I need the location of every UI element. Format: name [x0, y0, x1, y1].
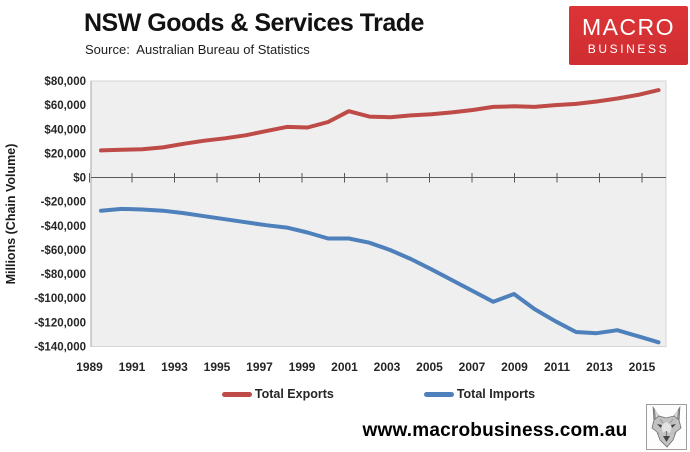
chart-source: Source: Australian Bureau of Statistics	[85, 41, 310, 57]
y-tick-label: -$100,000	[34, 293, 86, 305]
y-tick-label: -$120,000	[34, 317, 86, 329]
x-tick-label: 2007	[459, 360, 486, 374]
x-tick-label: 1989	[76, 360, 103, 374]
y-tick-label: $80,000	[44, 76, 86, 88]
x-tick-label: 1999	[289, 360, 316, 374]
legend-item-total-exports: Total Exports	[221, 387, 334, 401]
x-tick-label: 2003	[374, 360, 401, 374]
series-line-total-imports	[99, 206, 661, 345]
series-line-total-exports	[99, 88, 661, 153]
y-axis-title: Millions (Chain Volume)	[4, 144, 18, 285]
x-tick-label: 2011	[544, 360, 570, 374]
y-tick-label: $0	[73, 173, 86, 185]
y-tick-label: -$20,000	[41, 197, 86, 209]
x-tick-label: 2009	[501, 360, 528, 374]
y-tick-label: $40,000	[44, 124, 86, 136]
imports-line-swatch-icon	[423, 391, 454, 397]
legend-item-total-imports: Total Imports	[423, 387, 536, 401]
logo-text-business: BUSINESS	[587, 42, 670, 56]
chart-legend: Total Exports Total Imports	[91, 387, 666, 401]
legend-label: Total Imports	[456, 387, 536, 401]
x-tick-label: 1993	[161, 360, 188, 374]
x-tick-label: 2013	[586, 360, 613, 374]
logo-text-macro: MACRO	[581, 14, 676, 40]
y-tick-label: -$140,000	[34, 342, 86, 354]
y-tick-label: -$60,000	[41, 245, 86, 257]
exports-line-swatch-icon	[221, 391, 252, 397]
x-tick-label: 2001	[331, 360, 358, 374]
legend-label: Total Exports	[254, 387, 334, 401]
y-tick-label: $20,000	[44, 148, 86, 160]
wolf-icon	[651, 406, 682, 448]
x-tick-label: 1997	[246, 360, 273, 374]
x-tick-label: 1991	[119, 360, 146, 374]
macrobusiness-logo: MACRO BUSINESS	[569, 6, 688, 65]
x-tick-label: 2015	[629, 360, 656, 374]
chart-header: NSW Goods & Services Trade Source: Austr…	[84, 9, 424, 57]
chart-title: NSW Goods & Services Trade	[84, 9, 424, 37]
y-tick-label: -$80,000	[41, 269, 86, 281]
y-tick-label: -$40,000	[41, 221, 86, 233]
wolf-logo-box	[646, 404, 687, 450]
y-tick-label: $60,000	[44, 100, 86, 112]
website-url: www.macrobusiness.com.au	[362, 420, 628, 441]
x-tick-label: 2005	[416, 360, 443, 374]
x-tick-label: 1995	[204, 360, 231, 374]
